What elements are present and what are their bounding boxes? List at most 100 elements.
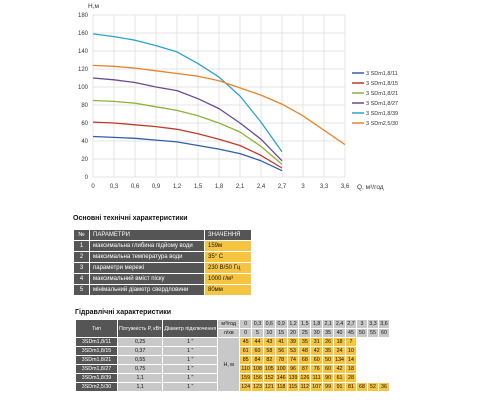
specs-num-cell: 4 [73, 273, 90, 285]
specs-value-cell: 80мм [204, 284, 252, 296]
hyd-row: 3SDm2,5/30 1,1 1 " 124 123 121 118 115 112 107 99 9… [75, 382, 390, 392]
hyd-type-cell: 3SDm1,8/15 [75, 346, 118, 356]
hydraulic-title: Гідравлічні характеристики [75, 309, 172, 316]
hyd-head-cell: 124 [239, 382, 253, 392]
hyd-q-m3h: 1,8 [310, 319, 324, 329]
y-tick-label: 180 [78, 13, 89, 19]
hyd-q-lmin: 0 [239, 328, 253, 338]
hyd-head-cell [377, 355, 390, 365]
x-tick-label: 2,4 [257, 184, 266, 190]
hyd-head-cell: 60 [310, 355, 324, 365]
x-tick-label: 0,6 [131, 184, 140, 190]
specs-value-cell: 159м [204, 240, 252, 252]
x-tick-label: 2,1 [236, 184, 245, 190]
hyd-head-cell [355, 355, 368, 365]
hyd-q-lmin: 30 [310, 328, 324, 338]
series-line [92, 64, 346, 146]
hyd-head-cell [355, 346, 368, 356]
hyd-q-lmin: 45 [344, 328, 357, 338]
hyd-head-cell: 152 [262, 373, 276, 383]
specs-num-cell: 2 [73, 251, 90, 263]
hyd-head-cell: 42 [310, 346, 324, 356]
hyd-diameter-cell: 1 " [162, 364, 219, 374]
hyd-head-cell: 85 [239, 355, 253, 365]
hyd-q-lmin: 60 [377, 328, 390, 338]
chart-legend: 3 SDm1,8/11 3 SDm1,8/15 3 SDm1,8/21 3 SDm1,… [352, 71, 398, 127]
hyd-head-cell [366, 346, 379, 356]
series-line [92, 33, 283, 153]
hyd-head-cell: 156 [251, 373, 264, 383]
hyd-diameter-cell: 1 " [162, 373, 219, 383]
hyd-head-cell: 60 [322, 364, 335, 374]
hyd-head-cell: 139 [286, 373, 300, 383]
y-tick-label: 100 [78, 85, 89, 91]
hyd-head-cell: 134 [333, 355, 346, 365]
hyd-head-cell: 78 [274, 355, 288, 365]
series-line [92, 99, 283, 165]
specs-header-row: № ПАРАМЕТРИ ЗНАЧЕННЯ [73, 229, 252, 241]
hyd-diameter-cell: 1 " [162, 337, 219, 347]
x-axis-label: Q, м³/год [357, 184, 384, 191]
hyd-head-cell: 60 [251, 346, 264, 356]
hyd-head-cell: 105 [262, 364, 276, 374]
y-tick-label: 0 [85, 175, 89, 181]
x-tick-label: 1,2 [173, 184, 182, 190]
hyd-head-cell: 123 [251, 382, 264, 392]
hyd-head-cell: 99 [322, 382, 335, 392]
hyd-head-cell: 48 [298, 346, 312, 356]
hyd-head-cell: 58 [262, 346, 276, 356]
specs-header-value: ЗНАЧЕННЯ [204, 229, 252, 241]
hyd-head-cell: 35 [322, 346, 335, 356]
hyd-head-cell: 112 [298, 382, 312, 392]
hyd-q-m3h: 0 [239, 319, 253, 329]
y-tick-label: 60 [81, 121, 88, 127]
hyd-head-cell: 24 [333, 346, 346, 356]
hyd-power-cell: 0,25 [116, 337, 164, 347]
hyd-q-lmin: 5 [251, 328, 264, 338]
hyd-head-cell: 68 [298, 355, 312, 365]
hyd-q-m3h: 1,5 [298, 319, 312, 329]
hyd-q-lmin: 40 [333, 328, 346, 338]
hyd-head-cell: 126 [298, 373, 312, 383]
x-tick-label: 1,8 [215, 184, 224, 190]
legend-label: 3 SDm1,8/27 [366, 101, 398, 107]
hyd-unit-q1: м³/год [217, 319, 241, 329]
hyd-head-cell [366, 364, 379, 374]
hyd-header-row-lmin: л/хв 0 5 10 15 20 25 30 35 40 45 50 55 60 [76, 328, 390, 338]
hyd-head-cell: 84 [251, 355, 264, 365]
hyd-head-cell: 39 [286, 337, 300, 347]
hyd-head-cell: 110 [239, 364, 253, 374]
hyd-q-lmin: 15 [274, 328, 288, 338]
hyd-unit-h: Н, м [217, 337, 241, 392]
specs-param-cell: максимальна температура води [89, 251, 205, 263]
series-line [92, 77, 283, 162]
hyd-head-cell: 81 [344, 382, 357, 392]
legend-label: 3 SDm1,8/39 [366, 111, 398, 117]
hyd-power-cell: 1,1 [116, 373, 164, 383]
hyd-q-lmin: 50 [355, 328, 368, 338]
hyd-head-cell: 28 [344, 373, 357, 383]
hyd-head-cell: 43 [262, 337, 276, 347]
legend-label: 3 SDm1,8/21 [366, 91, 398, 97]
specs-header-num: № [73, 229, 90, 241]
hyd-head-cell: 91 [333, 382, 346, 392]
specs-param-cell: параметри мережі [89, 262, 205, 274]
hyd-q-lmin: 20 [286, 328, 300, 338]
hyd-head-cell: 44 [251, 337, 264, 347]
hyd-head-cell: 7 [344, 337, 357, 347]
hyd-head-cell: 146 [274, 373, 288, 383]
hyd-head-cell: 53 [286, 346, 300, 356]
hyd-head-cell: 35 [298, 337, 312, 347]
hyd-head-cell: 74 [286, 355, 300, 365]
hyd-head-cell [355, 364, 368, 374]
hyd-power-cell: 0,55 [116, 355, 164, 365]
hyd-type-cell: 3SDm1,8/21 [75, 355, 118, 365]
y-tick-label: 160 [78, 31, 89, 37]
hyd-head-cell: 50 [322, 355, 335, 365]
hyd-head-cell [377, 373, 390, 383]
specs-num-cell: 5 [73, 284, 90, 296]
hyd-head-cell: 76 [310, 364, 324, 374]
specs-param-cell: максимальний вміст піску [89, 273, 205, 285]
x-tick-label: 3,6 [341, 184, 350, 190]
hyd-head-cell: 31 [310, 337, 324, 347]
